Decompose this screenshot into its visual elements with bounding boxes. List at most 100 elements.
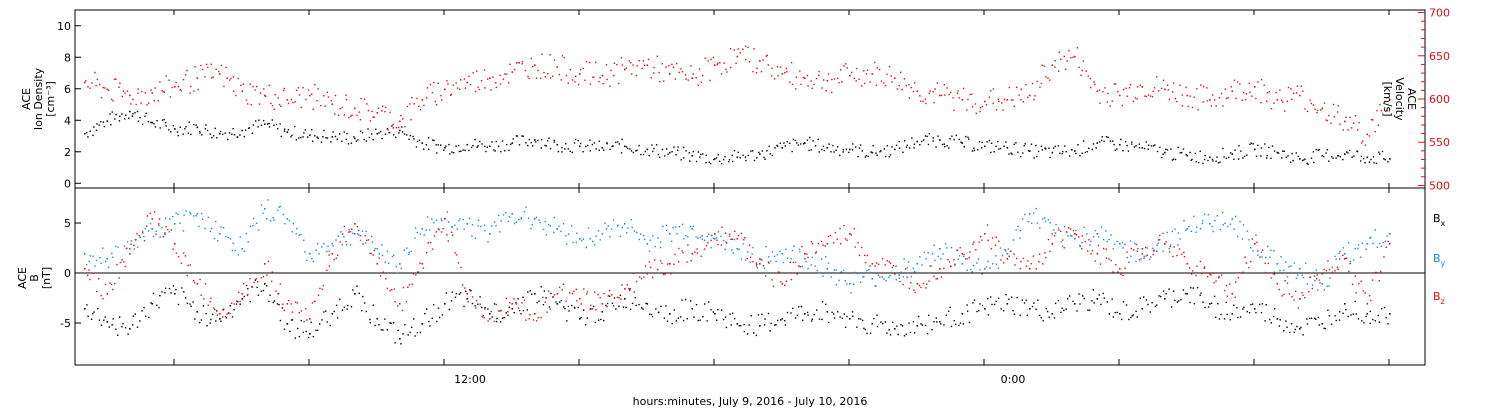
bx-dot [702, 316, 704, 318]
density-dot [544, 144, 546, 147]
density-dot [944, 146, 946, 148]
bx-dot [1314, 317, 1316, 319]
bz-dot [1054, 232, 1057, 234]
velocity-dot [914, 82, 916, 84]
density-point [1231, 153, 1234, 155]
velocity-dot [515, 62, 518, 64]
bx-dot [522, 296, 524, 298]
bz-dot [305, 308, 307, 310]
by-dot [929, 265, 931, 267]
bz-dot [385, 278, 387, 280]
velocity-dot [1012, 99, 1014, 101]
density-dot [243, 135, 245, 138]
bx-dot [1156, 304, 1158, 306]
velocity-dot [650, 77, 652, 79]
bz-point [534, 313, 536, 315]
density-dot [345, 138, 347, 140]
density-dot [1303, 159, 1305, 161]
by-dot [607, 225, 609, 227]
bz-dot [525, 319, 527, 321]
velocity-dot [440, 94, 442, 97]
density-point [129, 110, 131, 113]
bx-dot [542, 304, 545, 306]
velocity-dot [544, 76, 546, 78]
velocity-dot [1214, 99, 1216, 101]
velocity-dot [254, 89, 256, 91]
by-dot [1269, 256, 1271, 258]
velocity-dot [1293, 92, 1295, 95]
density-dot [412, 135, 414, 138]
bz-dot [267, 260, 270, 263]
density-point [489, 145, 491, 148]
bz-dot [667, 263, 669, 265]
by-point [714, 238, 716, 240]
by-dot [1129, 240, 1132, 242]
bz-point [556, 293, 559, 295]
bz-dot [499, 310, 501, 312]
density-dot [449, 153, 451, 155]
velocity-dot [776, 66, 779, 68]
bz-point [264, 263, 266, 265]
bz-dot [940, 276, 943, 278]
by-dot [1384, 240, 1386, 242]
bz-dot [386, 287, 389, 290]
bx-dot [750, 315, 752, 317]
velocity-dot [1016, 86, 1018, 88]
density-dot [960, 141, 962, 143]
velocity-dot [1040, 82, 1043, 85]
density-dot [1270, 157, 1272, 159]
velocity-dot [499, 83, 502, 85]
by-dot [695, 236, 697, 238]
bz-dot [1262, 249, 1264, 251]
by-dot [1357, 247, 1359, 250]
bx-dot [317, 329, 319, 332]
bx-dot [924, 324, 927, 327]
by-dot [708, 233, 710, 235]
density-dot [537, 139, 539, 142]
density-dot [971, 150, 974, 152]
velocity-dot [900, 71, 902, 73]
bz-dot [629, 287, 631, 290]
velocity-dot [1151, 95, 1154, 98]
by-dot [1057, 227, 1060, 229]
velocity-dot [102, 86, 104, 89]
velocity-dot [1202, 101, 1204, 103]
bx-dot [1173, 290, 1175, 292]
bz-dot [1084, 240, 1086, 243]
bz-dot [447, 240, 449, 242]
velocity-point [1119, 94, 1121, 97]
bz-dot [1117, 271, 1119, 273]
bx-dot [605, 304, 607, 307]
bx-dot [1260, 312, 1263, 314]
by-dot [168, 231, 170, 233]
velocity-dot [800, 83, 802, 86]
bx-dot [1374, 320, 1376, 322]
bz-dot [843, 225, 845, 227]
bz-dot [1284, 280, 1286, 282]
density-dot [895, 144, 898, 146]
bz-dot [1195, 274, 1197, 277]
bz-dot [348, 231, 350, 233]
bx-dot [229, 305, 231, 307]
density-dot [1194, 152, 1196, 154]
bz-dot [523, 299, 526, 301]
density-dot [911, 137, 913, 139]
by-dot [1349, 260, 1352, 263]
density-dot [150, 121, 152, 124]
velocity-point [714, 64, 716, 66]
velocity-dot [193, 90, 195, 92]
density-dot [683, 146, 685, 149]
density-dot [87, 136, 89, 138]
velocity-dot [1368, 135, 1370, 137]
density-dot [1277, 152, 1280, 154]
bz-dot [242, 283, 245, 285]
bz-dot [422, 267, 425, 269]
bz-dot [164, 232, 166, 234]
density-dot [1337, 155, 1339, 157]
velocity-dot [311, 93, 313, 95]
velocity-dot [521, 63, 523, 65]
density-dot [1203, 158, 1206, 161]
bx-dot [813, 314, 815, 316]
density-dot [1160, 156, 1163, 159]
by-dot [724, 248, 726, 250]
